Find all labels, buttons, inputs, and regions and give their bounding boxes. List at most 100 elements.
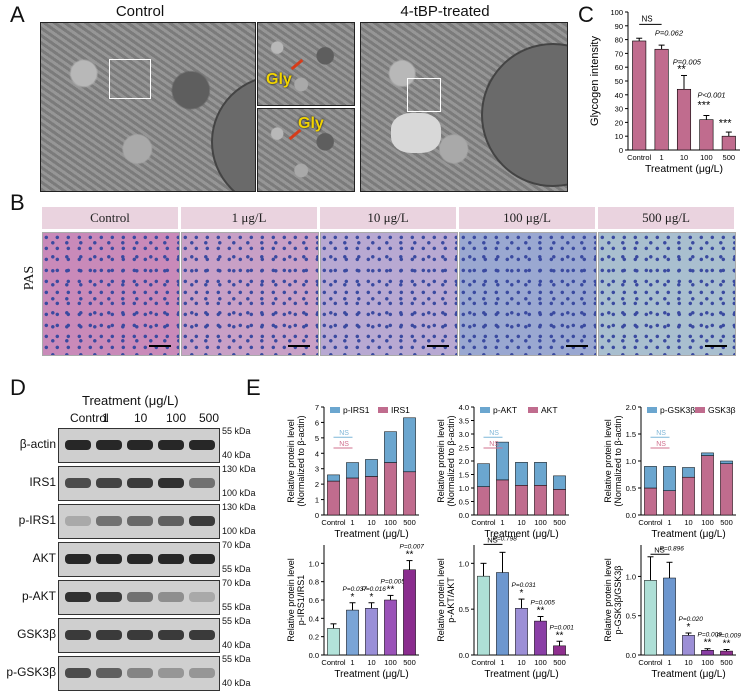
blot-band [189,592,215,602]
y-axis-label: Relative protein level [603,419,613,503]
significance-stars: * [370,592,374,603]
p-value: P=0.009 [717,633,742,640]
y-axis-label: p-GSK3β/GSK3β [613,566,623,635]
y-axis-label: Relative protein level [603,558,613,642]
blot-strip [58,466,220,501]
bar [663,577,676,656]
significance-stars: ** [704,638,712,649]
x-tick-label: Control [471,518,496,527]
bar [644,580,657,656]
significance-stars: ** [537,606,545,617]
y-tick-label: 1.0 [459,484,469,493]
blot-band [158,478,184,488]
em-control-title: Control [115,3,165,20]
y-tick-label: 3 [315,465,319,474]
bar [644,466,657,489]
pas-column-header: 1 μg/L [181,207,317,229]
blot-strip [58,656,220,691]
y-tick-label: 100 [610,8,623,17]
blot-band [189,516,215,526]
p-value: P=0.005 [531,600,556,607]
x-tick-label: 10 [684,518,692,527]
y-tick-label: 2.0 [459,457,469,466]
bar [384,431,397,463]
x-axis-label: Treatment (μg/L) [484,669,558,680]
blot-row-label: p-AKT [21,589,56,603]
x-tick-label: 1 [350,658,354,667]
significance-stars: ** [723,639,731,650]
bar [403,417,416,473]
blot-band [65,554,91,564]
blot-band [158,630,184,640]
bar [365,608,378,656]
y-tick-label: 30 [615,105,623,114]
x-tick-label: 1 [667,518,671,527]
gly-label-upper: Gly [266,71,292,88]
x-tick-label: 500 [720,518,733,527]
chart-c: 0 10 20 30 40 50 60 70 80 90 100 Control 1 10 100 500Tr… [589,8,740,175]
bar [496,479,509,516]
blot-row-label: p-GSK3β [6,665,56,679]
y-axis-label: p-AKT/AKT [446,577,456,623]
x-tick-label: 1 [350,518,354,527]
em-zoom-lower: Gly [257,108,355,192]
p-value: P=0.005 [381,578,406,585]
blot-row-label: p-IRS1 [18,513,56,527]
blot-band [127,516,153,526]
x-tick-label: 100 [384,658,397,667]
bar [720,460,733,464]
x-tick-label: Control [627,153,652,162]
bar [327,474,340,482]
x-tick-label: 10 [367,518,375,527]
y-tick-label: 0.5 [459,605,469,614]
x-tick-label: 100 [700,153,713,162]
p-value: P=0.007 [400,544,425,551]
bar [346,477,359,516]
y-tick-label: 40 [615,91,623,100]
bar [682,467,695,478]
em-treated-title: 4-tBP-treated [400,3,490,20]
blot-band [65,668,91,678]
scale-bar [288,345,310,347]
x-tick-label: 10 [367,658,375,667]
ns-label: NS [656,441,666,448]
bar [701,455,714,516]
bar [534,462,547,486]
x-tick-label: Control [638,518,663,527]
y-tick-label: 0.0 [459,511,469,520]
y-tick-label: 0 [619,146,623,155]
y-tick-label: 2 [315,480,319,489]
em-vacuole [391,113,441,153]
blot-band [65,592,91,602]
ns-label: NS [656,430,666,437]
kda-marker: 130 kDa [222,502,256,512]
significance-stars: * [520,588,524,599]
blot-band [158,592,184,602]
legend-swatch [647,407,657,413]
bar [346,609,359,656]
blot-band [158,554,184,564]
significance-stars: * [687,622,691,633]
blot-band [158,668,184,678]
y-tick-label: 7 [315,403,319,412]
pas-column-header: Control [42,207,178,229]
blot-strip [58,504,220,539]
y-tick-label: 1.0 [626,457,636,466]
y-tick-label: 0.2 [309,633,319,642]
bar [346,462,359,479]
y-tick-label: 1.0 [309,559,319,568]
blot-band [127,630,153,640]
p-value: P=0.005 [673,57,702,66]
em-zoom-box [407,78,441,112]
x-axis-label: Treatment (μg/L) [484,529,558,540]
ns-label: NS [339,430,349,437]
em-zoom-upper: Gly [257,22,355,106]
y-axis-label: (Normalized to β-actin) [613,415,623,506]
kda-marker: 55 kDa [222,616,251,626]
ns-label: NS [339,441,349,448]
p-value: P=0.009 [698,632,723,639]
gly-label-lower: Gly [298,115,324,132]
kda-marker: 55 kDa [222,564,251,574]
pas-column-header: 100 μg/L [459,207,595,229]
y-axis-label: Relative protein level [436,419,446,503]
